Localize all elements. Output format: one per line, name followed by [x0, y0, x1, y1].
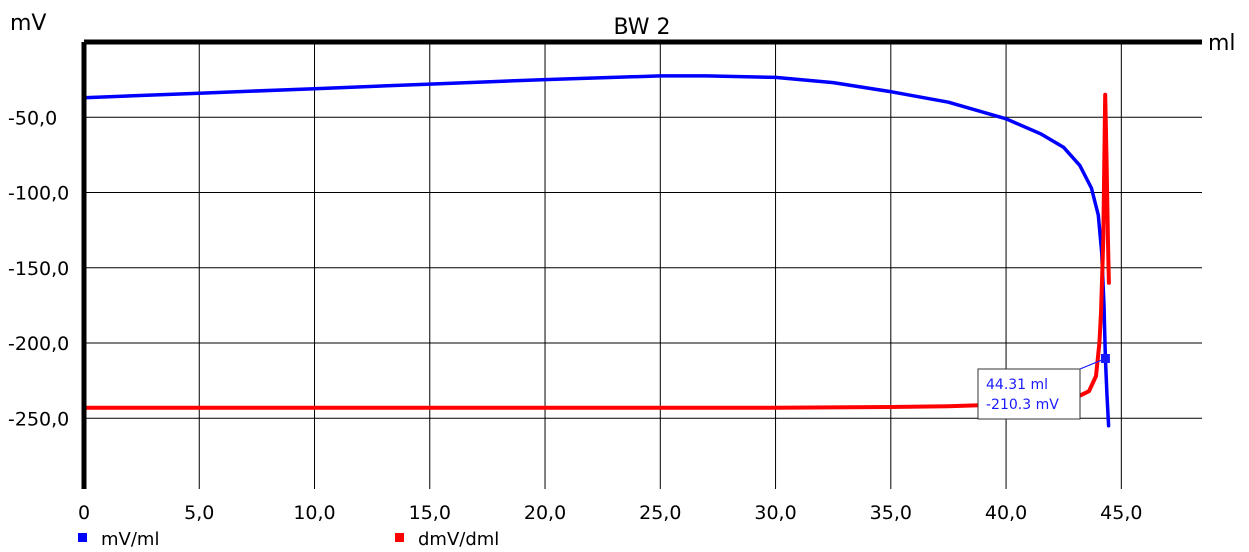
x-tick-label: 0 [78, 502, 90, 524]
x-tick-label: 40,0 [985, 502, 1027, 524]
y-tick-label: -150,0 [8, 258, 69, 280]
x-tick-label: 25,0 [639, 502, 681, 524]
y-tick-label: -50,0 [8, 107, 57, 129]
x-tick-label: 5,0 [184, 502, 214, 524]
x-tick-label: 30,0 [754, 502, 796, 524]
legend-swatch-dmv [395, 533, 404, 542]
y-tick-label: -250,0 [8, 408, 69, 430]
x-tick-label: 10,0 [293, 502, 335, 524]
y-tick-label: -100,0 [8, 183, 69, 205]
y-tick-labels: -50,0 -100,0 -150,0 -200,0 -250,0 [8, 107, 69, 430]
annotation-box [977, 368, 1081, 420]
annotation-y-value: -210.3 mV [986, 397, 1059, 413]
x-tick-label: 20,0 [524, 502, 566, 524]
legend: mV/ml dmV/dml [78, 529, 499, 550]
chart-title: BW 2 [613, 15, 670, 40]
annotation-x-value: 44.31 ml [986, 377, 1048, 393]
annotation-marker [1100, 354, 1110, 364]
y-axis-label: mV [10, 11, 46, 36]
legend-swatch-mv [78, 533, 87, 542]
x-tick-label: 15,0 [409, 502, 451, 524]
x-tick-label: 45,0 [1100, 502, 1142, 524]
series-line-dmv [82, 92, 1111, 410]
x-tick-label: 35,0 [870, 502, 912, 524]
series-line-mv [82, 74, 1111, 428]
x-axis-label: ml [1208, 31, 1236, 56]
legend-label-mv: mV/ml [101, 529, 159, 550]
x-tick-labels: 0 5,0 10,0 15,0 20,0 25,0 30,0 35,0 40,0 45,0 [78, 502, 1142, 524]
grid-lines [84, 42, 1202, 489]
legend-label-dmv: dmV/dml [418, 529, 499, 550]
y-tick-label: -200,0 [8, 333, 69, 355]
